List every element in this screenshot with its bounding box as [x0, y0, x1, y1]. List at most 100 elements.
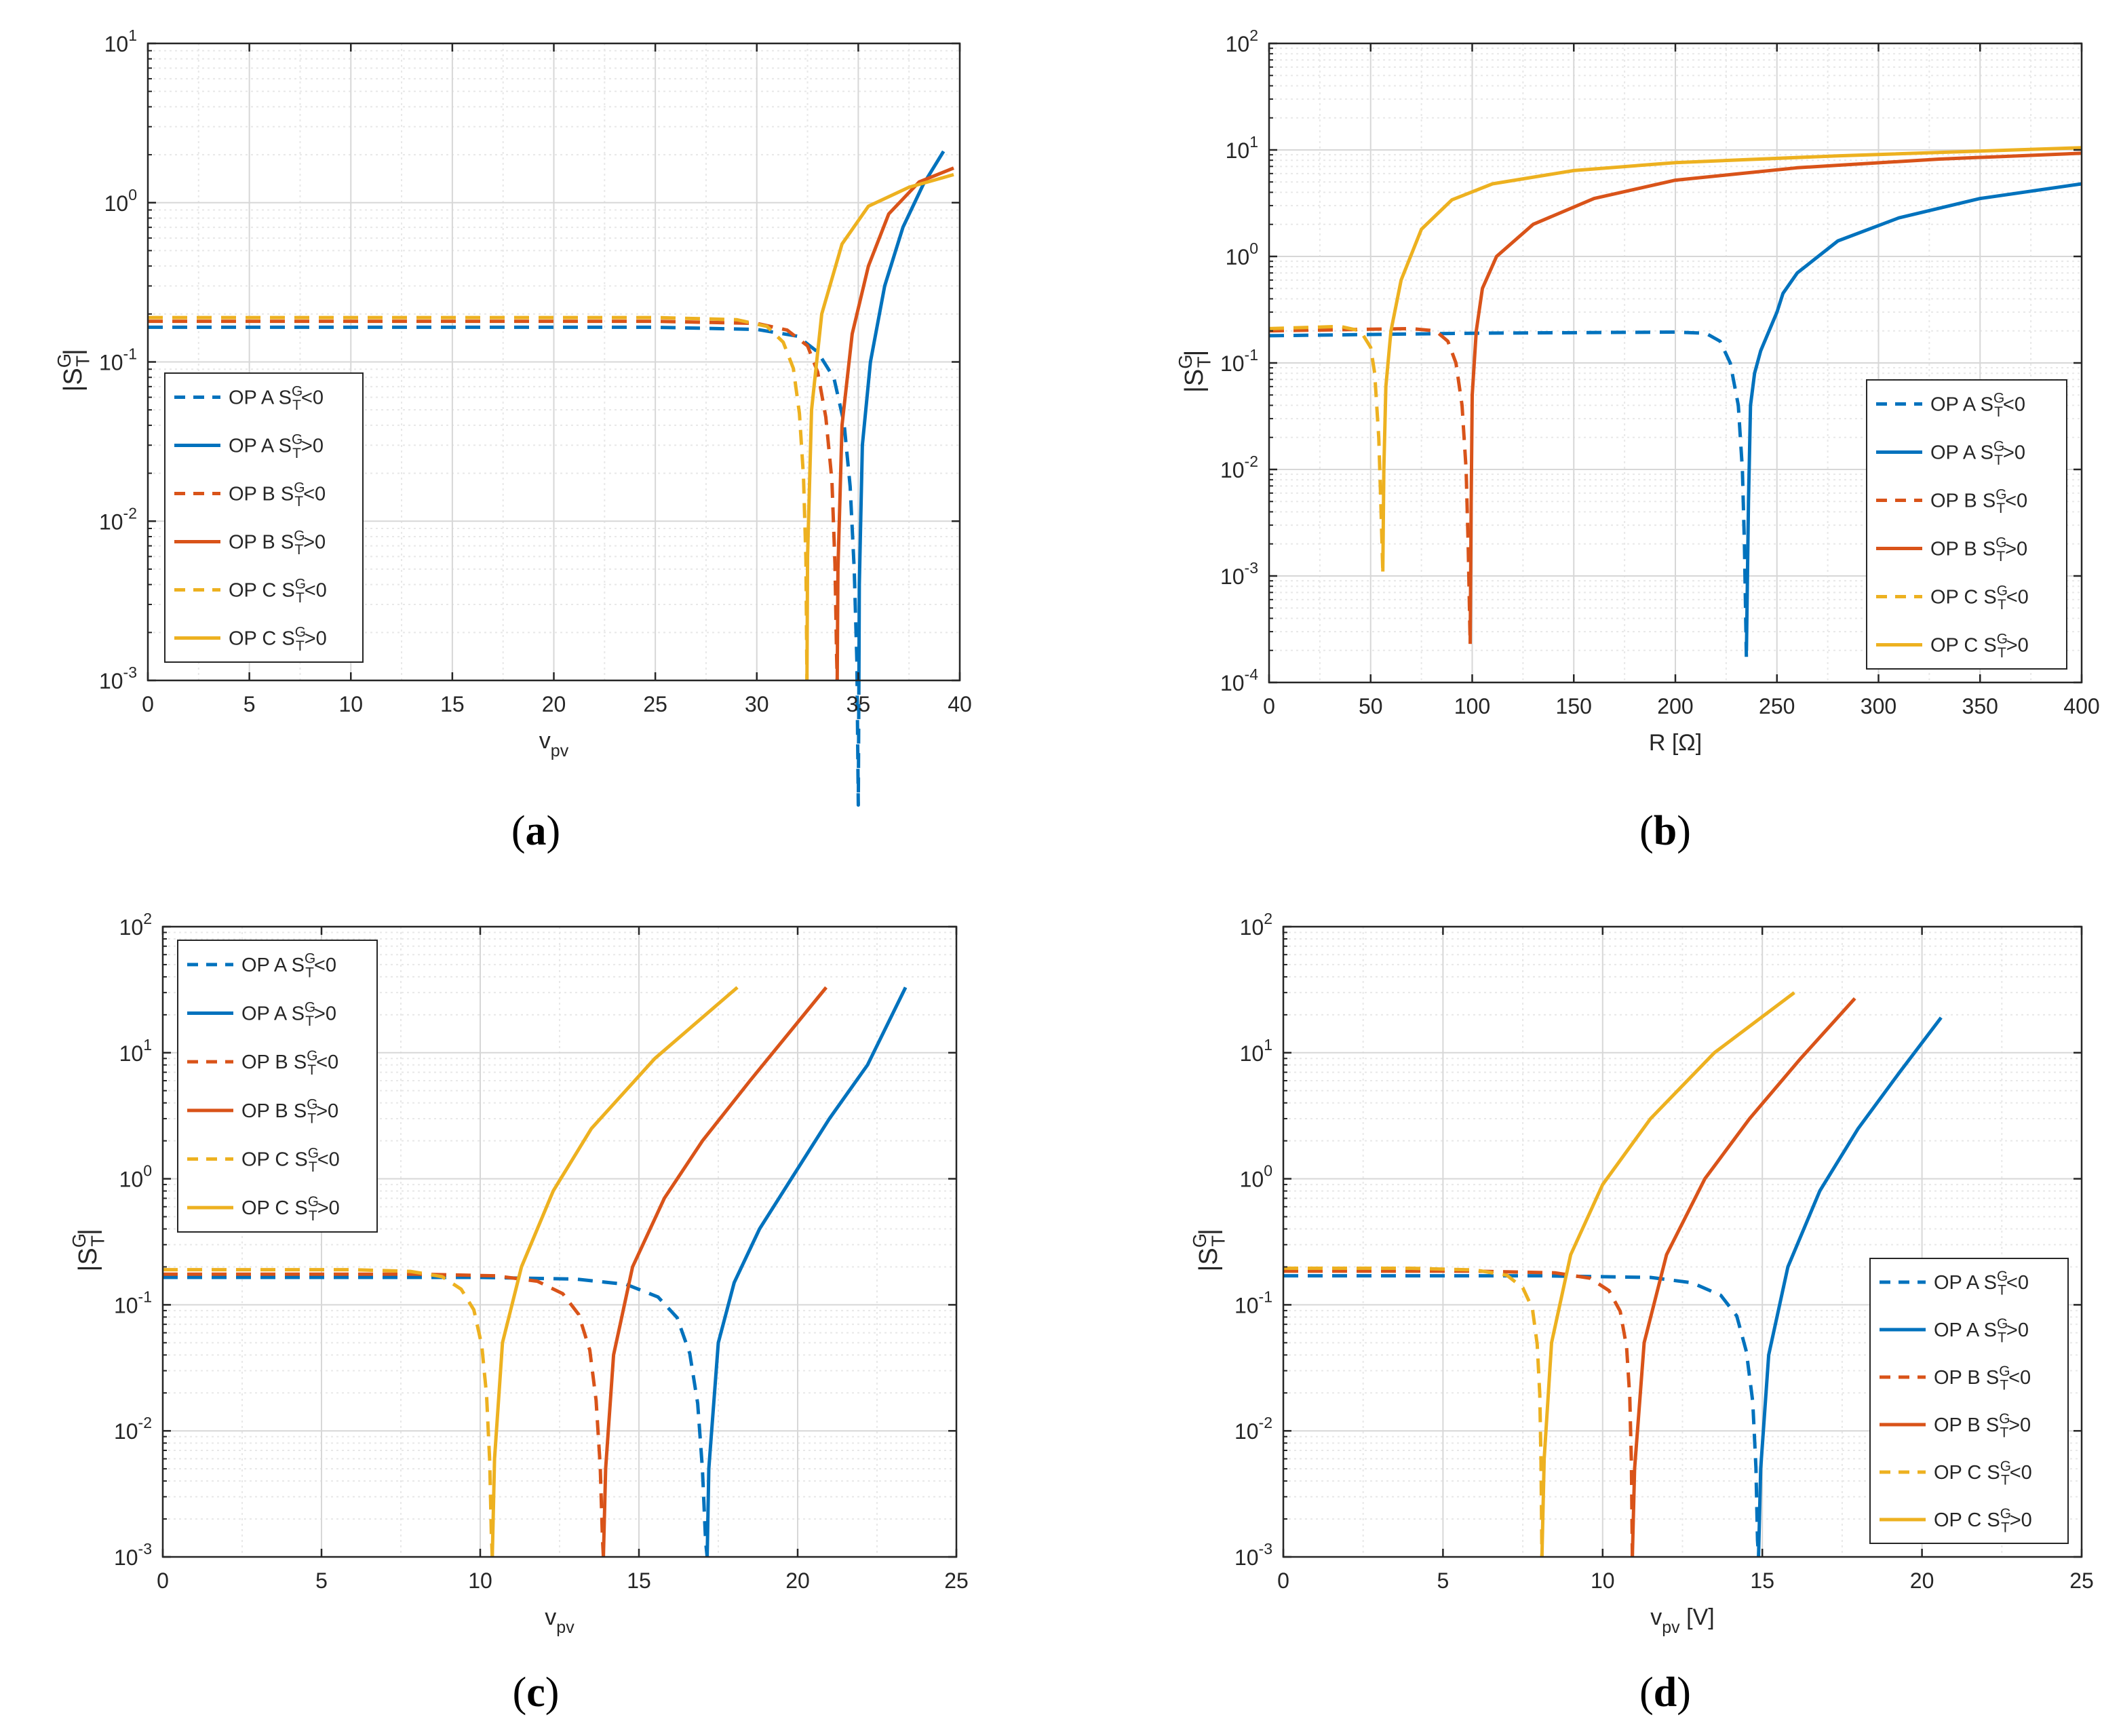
- legend-label: OP C SG T<0: [1930, 583, 2029, 613]
- legend-label: OP B SG T>0: [1930, 535, 2027, 564]
- x-tick-label: 5: [244, 692, 256, 716]
- x-tick-label: 30: [745, 692, 769, 716]
- legend-label: OP C SG T>0: [241, 1194, 340, 1224]
- legend-box: [1869, 1258, 2069, 1544]
- legend-label: OP B SG T<0: [1930, 486, 2027, 516]
- x-tick-label: 40: [948, 692, 972, 716]
- series-line-op-a-positive: [1745, 182, 2082, 651]
- y-tick-label: 10-3: [1234, 1540, 1272, 1570]
- x-tick-label: 20: [1910, 1568, 1934, 1593]
- series-line-op-c-negative: [1283, 1267, 1544, 1558]
- y-tick-label: 100: [1226, 239, 1258, 269]
- series-line-op-c-positive: [490, 986, 739, 1558]
- legend: OP A SG T<0 OP A SG T>0 OP B SG T<0 OP B SG T>0…: [177, 940, 378, 1233]
- y-tick-label: 102: [1226, 26, 1258, 56]
- panel-caption: (b): [1639, 808, 1691, 854]
- x-tick-label: 200: [1657, 694, 1693, 718]
- ticks: 0 5 10 15 20 25 10-3 10-2 10-1 100 101 102: [114, 910, 969, 1593]
- legend-label: OP B SG T>0: [229, 528, 326, 558]
- x-tick-label: 5: [315, 1568, 328, 1593]
- y-tick-label: 102: [1240, 910, 1272, 940]
- y-axis-label-text: |SGT|: [1189, 1229, 1228, 1271]
- series-group: [163, 986, 908, 1558]
- y-tick-label: 100: [119, 1162, 152, 1192]
- y-tick-label: 10-2: [114, 1414, 152, 1444]
- series-line-op-a-negative: [163, 1275, 709, 1558]
- legend: OP A SG T<0 OP A SG T>0 OP B SG T<0 OP B SG T>0…: [164, 372, 364, 663]
- legend-label: OP B SG T>0: [241, 1097, 338, 1127]
- x-tick-label: 0: [142, 692, 154, 716]
- x-tick-label: 20: [785, 1568, 810, 1593]
- legend-label: OP C SG T<0: [241, 1145, 340, 1175]
- x-tick-label: 15: [440, 692, 465, 716]
- x-tick-label: 25: [944, 1568, 969, 1593]
- y-tick-label: 10-2: [1220, 452, 1258, 482]
- series-line-op-a-negative: [1283, 1274, 1761, 1558]
- legend: OP A SG T<0 OP A SG T>0 OP B SG T<0 OP B SG T>0…: [1869, 1258, 2069, 1544]
- y-axis-label-text: |SGT|: [1175, 350, 1214, 393]
- series-line-op-b-negative: [1268, 326, 1472, 644]
- series-group: [148, 150, 954, 807]
- legend-label: OP C SG T<0: [229, 576, 327, 606]
- x-axis-label: vpv [V]: [1650, 1604, 1714, 1637]
- x-tick-label: 150: [1556, 694, 1592, 718]
- ticks: 0 5 10 15 20 25 10-3 10-2 10-1 100 101 102: [1234, 910, 2094, 1593]
- x-tick-label: 400: [2063, 694, 2099, 718]
- chart-panel-a: 0 5 10 15 20 25 30 35 40 10-3 10-2 10-1 100 101 vpv |SG…: [54, 26, 972, 854]
- series-line-op-c-positive: [1381, 146, 2082, 572]
- legend-box: [1866, 379, 2067, 670]
- legend-label: OP C SG T>0: [229, 624, 327, 654]
- series-line-op-a-positive: [705, 986, 908, 1558]
- series-line-op-b-positive: [602, 986, 828, 1558]
- y-axis-label: |SGT|: [54, 349, 93, 391]
- series-line-op-a-positive: [1757, 1016, 1943, 1558]
- legend-label: OP A SG T>0: [1934, 1316, 2029, 1346]
- x-tick-label: 350: [1962, 694, 1998, 718]
- x-axis-label: vpv: [539, 728, 569, 760]
- x-tick-label: 15: [627, 1568, 651, 1593]
- legend-label: OP A SG T>0: [241, 999, 336, 1029]
- y-tick-label: 101: [1226, 133, 1258, 163]
- series-group: [1283, 991, 1943, 1558]
- y-tick-label: 10-1: [1234, 1288, 1272, 1317]
- x-tick-label: 35: [846, 692, 871, 716]
- series-line-op-c-negative: [148, 315, 809, 681]
- x-axis-label: R [Ω]: [1649, 730, 1702, 756]
- axes-box: [1282, 925, 2083, 1558]
- series-line-op-b-positive: [1468, 151, 2082, 644]
- x-tick-label: 15: [1750, 1568, 1774, 1593]
- series-line-op-c-positive: [1540, 991, 1795, 1558]
- legend-label: OP C SG T<0: [1934, 1459, 2032, 1488]
- series-line-op-a-negative: [1268, 330, 1749, 661]
- legend-label: OP A SG T>0: [1930, 438, 2025, 468]
- y-tick-label: 101: [1240, 1036, 1272, 1066]
- x-tick-label: 25: [643, 692, 667, 716]
- x-tick-label: 50: [1359, 694, 1383, 718]
- legend-label: OP A SG T<0: [241, 951, 336, 981]
- chart-panel-c: 0 5 10 15 20 25 10-3 10-2 10-1 100 101 102 vpv |SGT| O…: [69, 910, 969, 1716]
- legend-label: OP C SG T>0: [1934, 1506, 2032, 1536]
- y-axis-label: |SGT|: [1175, 350, 1214, 393]
- series-line-op-b-negative: [148, 320, 839, 681]
- y-axis-label: |SGT|: [69, 1229, 108, 1271]
- y-tick-label: 100: [1240, 1162, 1272, 1192]
- y-tick-label: 10-3: [1220, 559, 1258, 589]
- legend-box: [177, 940, 378, 1233]
- series-line-op-a-negative: [148, 325, 861, 807]
- x-tick-label: 20: [542, 692, 566, 716]
- x-tick-label: 0: [1263, 694, 1275, 718]
- y-tick-label: 100: [104, 186, 137, 216]
- series-line-op-a-positive: [857, 150, 946, 681]
- y-tick-label: 10-1: [114, 1288, 152, 1317]
- series-line-op-c-negative: [163, 1268, 494, 1558]
- x-axis-label: vpv: [545, 1604, 575, 1637]
- y-axis-label: |SGT|: [1189, 1229, 1228, 1271]
- panel-caption: (d): [1639, 1670, 1691, 1716]
- x-tick-label: 5: [1437, 1568, 1449, 1593]
- y-tick-label: 10-2: [99, 504, 137, 534]
- axes-box: [161, 925, 958, 1558]
- x-tick-label: 10: [1591, 1568, 1615, 1593]
- panel-caption: (c): [513, 1670, 560, 1716]
